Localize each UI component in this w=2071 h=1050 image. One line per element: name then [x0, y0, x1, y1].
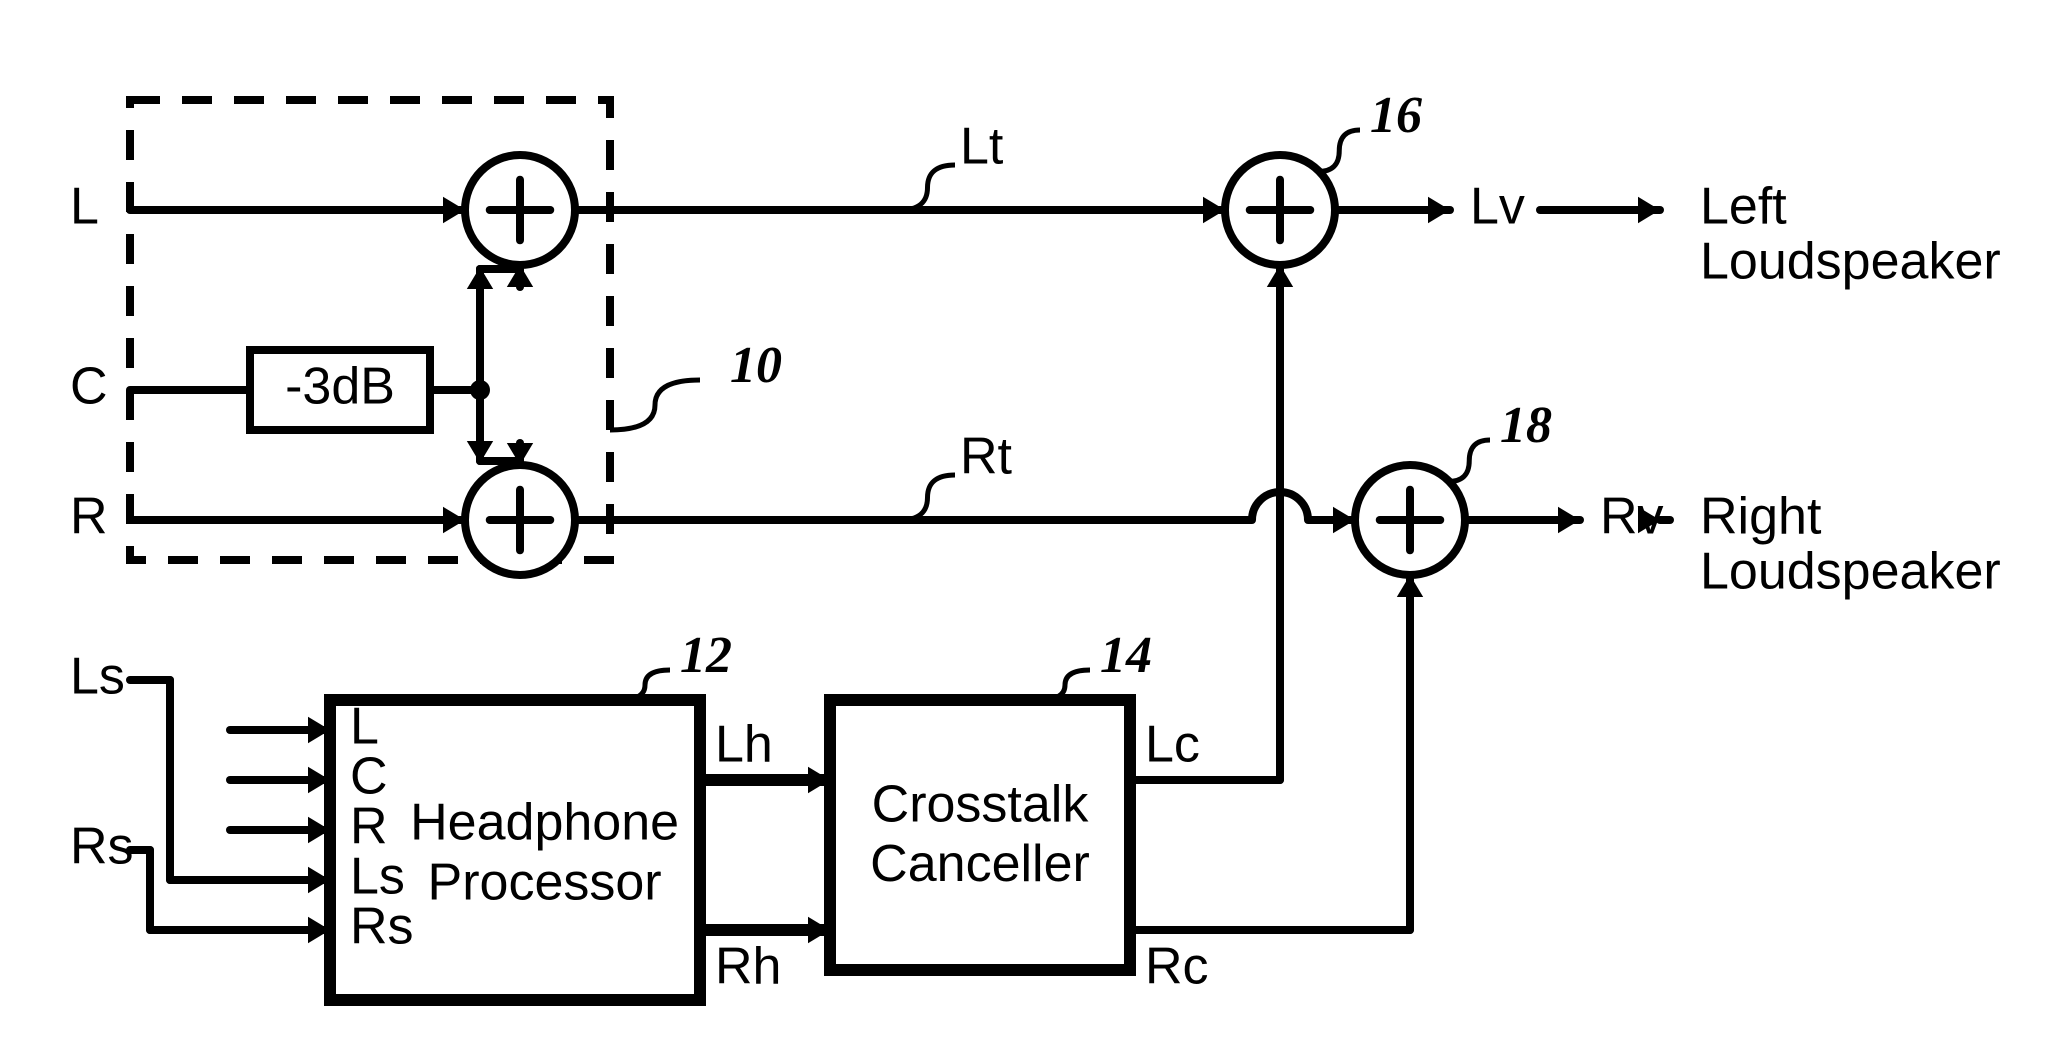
signal-rh: Rh — [715, 938, 781, 996]
input-label-ls: Ls — [70, 648, 125, 706]
attenuator-label: -3dB — [285, 358, 395, 416]
input-label-l: L — [70, 178, 99, 236]
signal-lv: Lv — [1470, 178, 1525, 236]
rt-line — [575, 492, 1355, 533]
summer-l-downmix — [465, 155, 575, 265]
ref-16: 16 — [1370, 87, 1422, 144]
signal-rc: Rc — [1145, 938, 1209, 996]
input-label-r: R — [70, 488, 108, 546]
summer-r-downmix — [465, 465, 575, 575]
crosstalk-canceller-label-2: Canceller — [870, 835, 1090, 893]
headphone-processor-label-1: Headphone — [410, 794, 679, 852]
input-label-c: C — [70, 358, 108, 416]
signal-lc: Lc — [1145, 716, 1200, 774]
ref-12: 12 — [680, 627, 732, 684]
output-lv-line2: Loudspeaker — [1700, 233, 2001, 291]
headphone-processor-label-2: Processor — [428, 854, 662, 912]
signal-lt: Lt — [960, 118, 1004, 176]
signal-rt: Rt — [960, 428, 1013, 486]
crosstalk-canceller-label-1: Crosstalk — [872, 776, 1090, 834]
output-rv-line1: Right — [1700, 488, 1822, 546]
ref-10: 10 — [730, 337, 782, 394]
output-lv-line1: Left — [1700, 178, 1787, 236]
input-label-rs: Rs — [70, 818, 134, 876]
ref-18: 18 — [1500, 397, 1552, 454]
ref-14: 14 — [1100, 627, 1152, 684]
hp-port-rs: Rs — [350, 898, 414, 956]
signal-lh: Lh — [715, 716, 773, 774]
output-rv-line2: Loudspeaker — [1700, 543, 2001, 601]
